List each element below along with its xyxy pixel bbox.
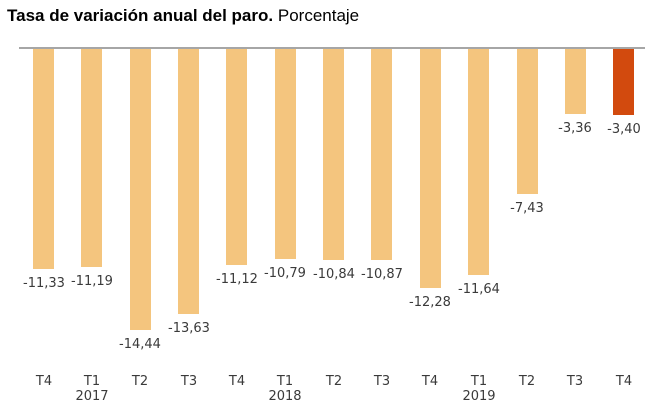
chart-title: Tasa de variación anual del paro. Porcen…	[7, 6, 359, 26]
x-tick-label: T4	[421, 374, 439, 389]
x-tick-label: T3	[566, 374, 584, 389]
x-tick-label: T1	[470, 374, 488, 389]
bar-value-label: -7,43	[510, 201, 544, 216]
x-year-label: 2017	[75, 389, 109, 404]
bar-value-label: -11,12	[216, 272, 258, 287]
bar-value-label: -12,28	[409, 295, 451, 310]
bar-value-label: -14,44	[119, 337, 161, 352]
bar	[468, 49, 489, 275]
bar-highlighted	[613, 49, 634, 115]
bar-value-label: -3,40	[607, 122, 641, 137]
zero-axis-line	[19, 47, 645, 49]
bar-value-label: -10,84	[313, 267, 355, 282]
x-tick-label: T4	[228, 374, 246, 389]
bar	[226, 49, 247, 265]
bar	[33, 49, 54, 269]
bar-value-label: -10,87	[361, 267, 403, 282]
bar	[517, 49, 538, 194]
x-year-label: 2018	[268, 389, 302, 404]
bar	[178, 49, 199, 314]
bar	[130, 49, 151, 330]
x-tick-label: T1	[83, 374, 101, 389]
x-tick-label: T2	[131, 374, 149, 389]
x-tick-label: T2	[518, 374, 536, 389]
x-tick-label: T2	[325, 374, 343, 389]
bar	[371, 49, 392, 260]
bar	[420, 49, 441, 288]
bar-value-label: -11,19	[71, 274, 113, 289]
chart-title-main: Tasa de variación anual del paro.	[7, 6, 274, 25]
x-tick-label: T3	[373, 374, 391, 389]
bar	[275, 49, 296, 259]
x-year-label: 2019	[462, 389, 496, 404]
x-tick-label: T3	[180, 374, 198, 389]
bar-value-label: -13,63	[168, 321, 210, 336]
bar-value-label: -11,33	[23, 276, 65, 291]
bar	[565, 49, 586, 114]
bar	[323, 49, 344, 260]
bar-value-label: -10,79	[264, 266, 306, 281]
x-tick-label: T4	[615, 374, 633, 389]
x-tick-label: T1	[276, 374, 294, 389]
bar-value-label: -3,36	[558, 121, 592, 136]
x-tick-label: T4	[35, 374, 53, 389]
bar-value-label: -11,64	[458, 282, 500, 297]
chart-title-subtitle: Porcentaje	[277, 6, 360, 25]
bar	[81, 49, 102, 267]
